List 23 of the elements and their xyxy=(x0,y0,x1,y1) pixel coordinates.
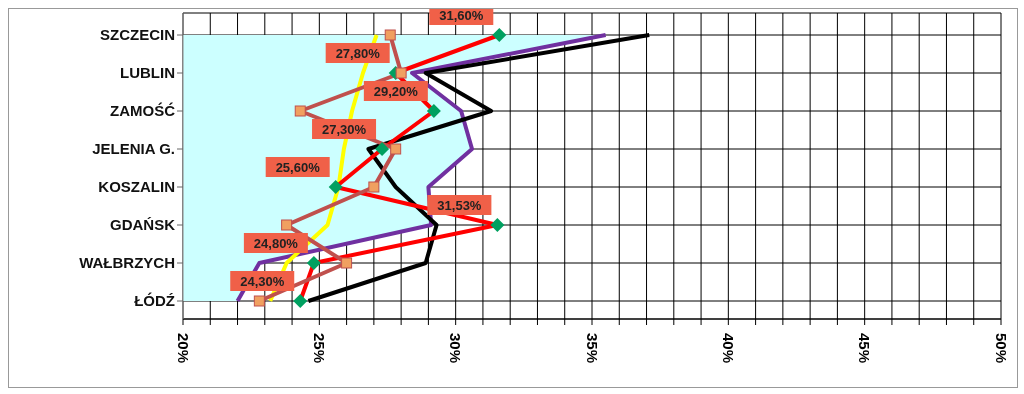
y-tick-label: SZCZECIN xyxy=(100,26,175,44)
y-tick-label: KOSZALIN xyxy=(98,178,175,196)
x-tick-label: 50% xyxy=(992,333,1010,364)
data-label: 24,30% xyxy=(240,274,285,289)
x-tick-label: 35% xyxy=(583,333,601,364)
x-tick-label: 40% xyxy=(719,333,737,364)
x-tick-label: 20% xyxy=(174,333,192,364)
y-tick-label: ŁÓDŹ xyxy=(134,292,175,310)
data-label: 29,20% xyxy=(373,84,419,99)
y-tick-label: WAŁBRZYCH xyxy=(79,254,175,272)
x-tick-label: 25% xyxy=(310,333,328,364)
x-tick-label: 45% xyxy=(856,333,874,364)
x-tick-label: 30% xyxy=(447,333,465,364)
data-label: 31,53% xyxy=(437,198,482,213)
data-label: 24,80% xyxy=(253,236,299,251)
data-label: 27,80% xyxy=(335,46,381,61)
y-tick-label: LUBLIN xyxy=(120,64,175,82)
data-label: 31,60% xyxy=(439,8,484,23)
y-tick-label: ZAMOŚĆ xyxy=(110,102,176,120)
y-tick-label: JELENIA G. xyxy=(92,140,175,158)
data-label: 25,60% xyxy=(275,160,321,175)
data-label: 27,30% xyxy=(322,122,367,137)
y-tick-label: GDAŃSK xyxy=(109,216,176,234)
